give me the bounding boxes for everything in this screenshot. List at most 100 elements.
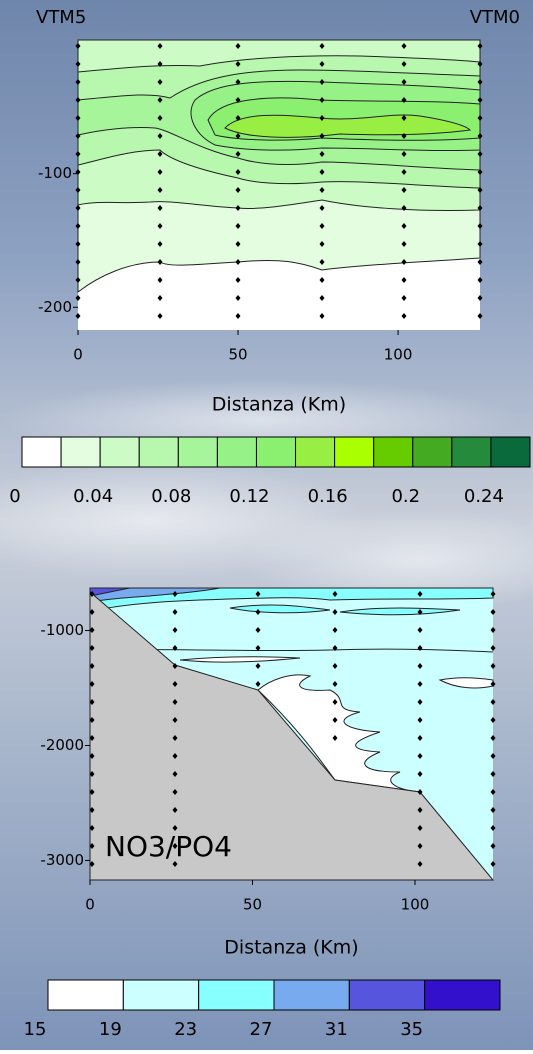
station-dot [172, 789, 178, 795]
station-dot [235, 43, 241, 49]
station-dot [89, 627, 95, 633]
station-dot [332, 699, 338, 705]
station-dot [477, 223, 483, 229]
station-dot [75, 61, 81, 67]
station-dot [235, 115, 241, 121]
station-dot [157, 115, 163, 121]
station-dot [319, 241, 325, 247]
station-dot [319, 79, 325, 85]
station-dot [417, 591, 423, 597]
station-dot [172, 735, 178, 741]
colorbar-tick-label: 0.24 [464, 486, 504, 507]
colorbar-tick-label: 0 [9, 486, 20, 507]
station-dot [490, 717, 496, 723]
station-dot [319, 169, 325, 175]
station-dot [332, 627, 338, 633]
station-dot [255, 609, 261, 615]
station-dot [490, 735, 496, 741]
station-dot [490, 825, 496, 831]
contour-field [89, 587, 495, 881]
station-dot [255, 663, 261, 669]
station-dot [157, 187, 163, 193]
station-dot [332, 609, 338, 615]
colorbar-tick-label: 19 [99, 1019, 122, 1040]
station-dot [235, 133, 241, 139]
station-dot [157, 223, 163, 229]
station-dot [235, 97, 241, 103]
station-dot [477, 79, 483, 85]
station-dot [477, 169, 483, 175]
station-dot [332, 681, 338, 687]
station-dot [75, 115, 81, 121]
station-dot [401, 115, 407, 121]
station-dot [172, 645, 178, 651]
station-dot [477, 277, 483, 283]
station-dot [319, 277, 325, 283]
station-dot [172, 771, 178, 777]
station-dot [75, 97, 81, 103]
section-end-label: VTM0 [470, 7, 520, 28]
station-dot [417, 609, 423, 615]
station-dot [172, 609, 178, 615]
seafloor [89, 590, 495, 881]
station-dot [89, 861, 95, 867]
station-dot [319, 151, 325, 157]
station-dot [477, 97, 483, 103]
station-dot [172, 627, 178, 633]
station-dot [401, 61, 407, 67]
colorbar-tick-label: 31 [325, 1019, 348, 1040]
station-dot [477, 295, 483, 301]
station-dot [490, 753, 496, 759]
station-dot [401, 205, 407, 211]
station-dot [172, 699, 178, 705]
station-dot [172, 843, 178, 849]
x-tick-label: 50 [228, 346, 247, 364]
station-dot [157, 277, 163, 283]
station-dot [172, 753, 178, 759]
station-dot [89, 825, 95, 831]
station-dot [477, 241, 483, 247]
station-dot [75, 79, 81, 85]
colorbar-box [373, 436, 414, 468]
colorbar-box [60, 436, 101, 468]
station-dot [417, 699, 423, 705]
station-dot [235, 205, 241, 211]
colorbar-tick-label: 0.16 [308, 486, 348, 507]
station-dot [255, 645, 261, 651]
station-dot [490, 807, 496, 813]
x-tick-label: 50 [243, 896, 262, 914]
station-dot [477, 205, 483, 211]
station-dot [417, 753, 423, 759]
station-dot [75, 187, 81, 193]
station-dot [319, 313, 325, 319]
station-dot [401, 187, 407, 193]
x-tick-label: 0 [73, 346, 83, 364]
station-dot [235, 187, 241, 193]
station-dot [417, 825, 423, 831]
colorbar-tick-label: 27 [250, 1019, 273, 1040]
station-dot [490, 609, 496, 615]
colorbar-box [295, 436, 336, 468]
station-dot [172, 681, 178, 687]
station-dot [89, 771, 95, 777]
station-dot [401, 169, 407, 175]
station-dot [490, 843, 496, 849]
station-dot [401, 133, 407, 139]
x-tick-label: 100 [384, 346, 413, 364]
colorbar-tick-label: 0.08 [151, 486, 191, 507]
station-dot [319, 187, 325, 193]
station-dot [490, 861, 496, 867]
station-dot [332, 735, 338, 741]
station-dot [157, 97, 163, 103]
station-dot [417, 771, 423, 777]
station-dot [417, 735, 423, 741]
station-dot [157, 61, 163, 67]
station-dot [401, 259, 407, 265]
station-dot [490, 627, 496, 633]
colorbar-box [451, 436, 492, 468]
station-dot [490, 699, 496, 705]
station-dot [89, 843, 95, 849]
station-dot [235, 241, 241, 247]
station-dot [75, 151, 81, 157]
